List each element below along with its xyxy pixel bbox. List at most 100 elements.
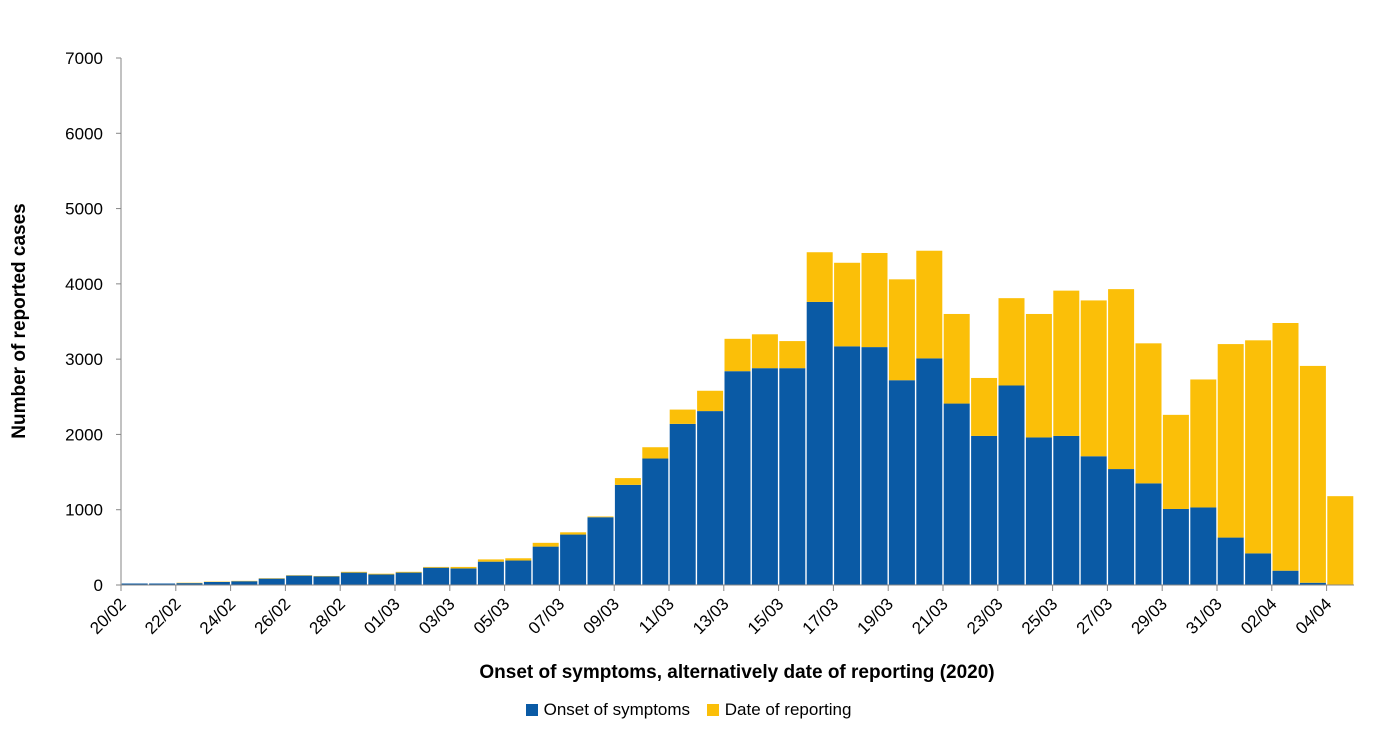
bar-onset-28-02	[340, 572, 367, 585]
bar-reporting-23-03	[998, 298, 1025, 386]
bar-onset-30-03	[1190, 507, 1217, 585]
legend-item-onset: Onset of symptoms	[525, 700, 691, 720]
x-tick-label: 11/03	[635, 594, 678, 637]
bar-onset-26-02	[286, 575, 313, 585]
legend-label-onset: Onset of symptoms	[543, 700, 691, 719]
legend-item-reporting: Date of reporting	[706, 700, 852, 720]
y-tick-label: 0	[94, 576, 103, 595]
x-tick-label: 01/03	[360, 594, 404, 638]
bar-reporting-04-03	[477, 559, 504, 562]
bar-reporting-02-03	[423, 566, 450, 568]
bar-onset-03-04	[1299, 582, 1326, 585]
bar-onset-29-02	[368, 574, 395, 585]
bar-reporting-27-03	[1108, 289, 1135, 470]
bar-onset-27-03	[1108, 469, 1135, 585]
bar-onset-19-03	[888, 380, 915, 585]
x-tick-label: 31/03	[1182, 594, 1226, 638]
bar-reporting-05-03	[505, 558, 532, 561]
y-axis-title: Number of reported cases	[9, 203, 30, 438]
bar-onset-23-02	[203, 581, 230, 585]
bar-reporting-28-02	[340, 571, 367, 573]
bar-reporting-01-04	[1245, 340, 1272, 554]
bar-reporting-17-03	[834, 262, 861, 347]
x-tick-label: 07/03	[525, 594, 569, 638]
bar-onset-06-03	[532, 546, 559, 585]
bar-reporting-25-03	[1053, 290, 1080, 436]
bar-onset-24-02	[231, 581, 258, 585]
y-tick-label: 4000	[65, 275, 103, 294]
bar-onset-15-03	[779, 368, 806, 585]
bar-reporting-03-04	[1299, 365, 1326, 583]
bar-onset-11-03	[669, 423, 696, 585]
bar-reporting-16-03	[806, 252, 833, 302]
bar-onset-03-03	[450, 568, 477, 585]
x-tick-label: 26/02	[251, 594, 295, 638]
bar-onset-21-02	[149, 583, 176, 585]
bar-reporting-11-03	[669, 409, 696, 424]
x-tick-label: 15/03	[744, 594, 788, 638]
bar-onset-05-03	[505, 560, 532, 585]
bar-onset-02-04	[1272, 570, 1299, 585]
bar-onset-31-03	[1217, 537, 1244, 585]
bar-onset-13-03	[724, 371, 751, 585]
y-tick-label: 3000	[65, 350, 103, 369]
x-tick-label: 02/04	[1237, 594, 1281, 638]
bar-onset-18-03	[861, 347, 888, 585]
x-tick-label: 13/03	[689, 594, 733, 638]
x-tick-label: 24/02	[196, 594, 240, 638]
bar-reporting-31-03	[1217, 344, 1244, 538]
bar-onset-14-03	[751, 368, 778, 585]
bar-reporting-02-04	[1272, 323, 1299, 571]
x-tick-label: 20/02	[86, 594, 130, 638]
bar-onset-16-03	[806, 301, 833, 585]
bar-onset-28-03	[1135, 483, 1162, 585]
bar-reporting-20-03	[916, 250, 943, 359]
x-tick-label: 21/03	[908, 594, 952, 638]
bar-reporting-19-03	[888, 279, 915, 381]
x-tick-label: 25/03	[1018, 594, 1062, 638]
bar-onset-27-02	[313, 576, 340, 585]
x-tick-label: 23/03	[963, 594, 1007, 638]
bar-reporting-24-03	[1025, 313, 1052, 438]
bar-onset-09-03	[614, 484, 641, 585]
bar-onset-24-03	[1025, 437, 1052, 585]
y-tick-label: 5000	[65, 200, 103, 219]
bar-onset-12-03	[697, 411, 724, 585]
bar-reporting-04-04	[1327, 496, 1354, 585]
x-tick-label: 28/02	[306, 594, 350, 638]
bar-onset-02-03	[423, 567, 450, 585]
bar-reporting-18-03	[861, 252, 888, 348]
bar-reporting-06-03	[532, 542, 559, 547]
bar-reporting-21-03	[943, 313, 970, 404]
x-tick-label: 09/03	[580, 594, 624, 638]
bar-onset-08-03	[587, 517, 614, 585]
x-tick-label: 19/03	[854, 594, 898, 638]
bar-onset-21-03	[943, 403, 970, 585]
bar-onset-22-03	[971, 435, 998, 585]
legend: Onset of symptoms Date of reporting	[0, 700, 1377, 721]
bar-onset-29-03	[1162, 508, 1189, 585]
bar-onset-26-03	[1080, 456, 1107, 585]
x-tick-label: 04/04	[1292, 594, 1336, 638]
bar-reporting-30-03	[1190, 379, 1217, 508]
x-tick-label: 22/02	[141, 594, 185, 638]
bar-reporting-07-03	[560, 532, 587, 535]
bar-reporting-09-03	[614, 478, 641, 485]
bar-onset-01-03	[395, 572, 422, 585]
bar-reporting-01-03	[395, 571, 422, 573]
bar-onset-10-03	[642, 458, 669, 585]
bar-reporting-15-03	[779, 341, 806, 369]
bar-onset-17-03	[834, 346, 861, 585]
legend-label-reporting: Date of reporting	[724, 700, 852, 719]
bar-reporting-28-03	[1135, 343, 1162, 484]
y-tick-label: 2000	[65, 425, 103, 444]
bar-reporting-13-03	[724, 338, 751, 372]
bar-reporting-22-03	[971, 377, 998, 436]
bar-onset-07-03	[560, 534, 587, 585]
bar-onset-22-02	[176, 583, 203, 585]
bar-reporting-08-03	[587, 516, 614, 518]
bar-reporting-29-03	[1162, 414, 1189, 509]
bar-onset-20-02	[121, 583, 148, 585]
bar-onset-20-03	[916, 358, 943, 585]
